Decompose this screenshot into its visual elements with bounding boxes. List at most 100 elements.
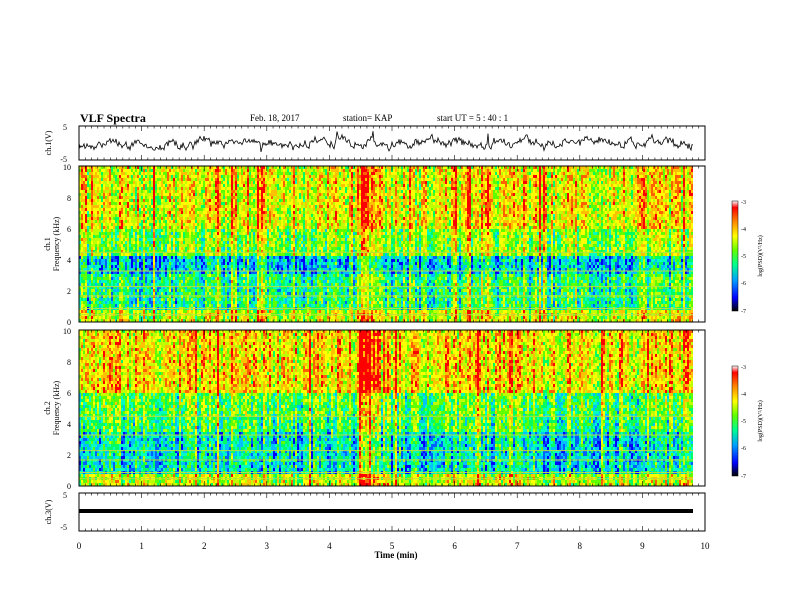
spectrogram-cell <box>229 208 232 212</box>
spectrogram-cell <box>165 259 168 263</box>
spectrogram-cell <box>165 217 168 221</box>
spectrogram-cell <box>225 319 228 323</box>
spectrogram-cell <box>263 292 266 296</box>
spectrogram-cell <box>141 208 144 212</box>
spectrogram-cell <box>107 268 110 272</box>
spectrogram-cell <box>101 196 104 200</box>
spectrogram-cell <box>103 289 106 293</box>
spectrogram-cell <box>203 184 206 188</box>
spectrogram-cell <box>167 250 170 254</box>
spectrogram-cell <box>247 271 250 275</box>
spectrogram-cell <box>183 214 186 218</box>
spectrogram-cell <box>237 196 240 200</box>
spectrogram-cell <box>127 304 130 308</box>
spectrogram-cell <box>259 211 262 215</box>
spectrogram-cell <box>137 241 140 245</box>
spectrogram-cell <box>141 187 144 191</box>
spectrogram-cell <box>167 319 170 323</box>
spectrogram-cell <box>205 280 208 284</box>
spectrogram-cell <box>115 193 118 197</box>
spectrogram-cell <box>133 289 136 293</box>
spectrogram-cell <box>89 202 92 206</box>
spectrogram-cell <box>99 184 102 188</box>
spectrogram-cell <box>265 298 268 302</box>
spectrogram-cell <box>239 265 242 269</box>
spectrogram-cell <box>95 235 98 239</box>
spectrogram-cell <box>221 172 224 176</box>
spectrogram-cell <box>253 220 256 224</box>
spectrogram-cell <box>101 184 104 188</box>
spectrogram-cell <box>189 256 192 260</box>
spectrogram-cell <box>263 184 266 188</box>
spectrogram-cell <box>163 238 166 242</box>
spectrogram-cell <box>253 298 256 302</box>
spectrogram-cell <box>229 295 232 299</box>
spectrogram-cell <box>249 193 252 197</box>
spectrogram-cell <box>101 319 104 323</box>
spectrogram-cell <box>225 238 228 242</box>
spectrogram-cell <box>105 280 108 284</box>
spectrogram-cell <box>211 262 214 266</box>
spectrogram-cell <box>195 280 198 284</box>
spectrogram-cell <box>89 259 92 263</box>
spectrogram-cell <box>259 184 262 188</box>
spectrogram-cell <box>153 217 156 221</box>
spectrogram-cell <box>205 268 208 272</box>
spectrogram-cell <box>163 277 166 281</box>
spectrogram-cell <box>191 298 194 302</box>
spectrogram-cell <box>81 184 84 188</box>
spectrogram-cell <box>239 304 242 308</box>
spectrogram-cell <box>247 190 250 194</box>
spectrogram-cell <box>169 208 172 212</box>
spectrogram-cell <box>185 298 188 302</box>
spectrogram-cell <box>147 301 150 305</box>
spectrogram-cell <box>215 247 218 251</box>
spectrogram-cell <box>187 289 190 293</box>
spectrogram-cell <box>245 184 248 188</box>
spectrogram-cell <box>161 304 164 308</box>
spectrogram-cell <box>261 235 264 239</box>
spectrogram-cell <box>217 253 220 257</box>
spectrogram-cell <box>209 202 212 206</box>
spectrogram-cell <box>145 286 148 290</box>
spectrogram-cell <box>161 283 164 287</box>
spectrogram-cell <box>235 298 238 302</box>
spectrogram-cell <box>131 286 134 290</box>
spectrogram-cell <box>185 292 188 296</box>
spectrogram-cell <box>85 292 88 296</box>
spectrogram-cell <box>97 256 100 260</box>
spectrogram-cell <box>233 277 236 281</box>
spectrogram-cell <box>173 229 176 233</box>
spectrogram-cell <box>129 196 132 200</box>
spectrogram-cell <box>191 310 194 314</box>
spectrogram-cell <box>209 271 212 275</box>
spectrogram-cell <box>241 271 244 275</box>
spectrogram-cell <box>209 280 212 284</box>
spectrogram-cell <box>135 277 138 281</box>
spectrogram-cell <box>157 298 160 302</box>
spectrogram-cell <box>121 172 124 176</box>
spectrogram-cell <box>187 301 190 305</box>
spectrogram-cell <box>185 202 188 206</box>
spectrogram-cell <box>195 175 198 179</box>
spectrogram-cell <box>123 196 126 200</box>
spectrogram-cell <box>237 205 240 209</box>
spectrogram-cell <box>225 262 228 266</box>
spectrogram-cell <box>263 178 266 182</box>
spectrogram-cell <box>125 295 128 299</box>
spectrogram-cell <box>103 184 106 188</box>
spectrogram-cell <box>169 217 172 221</box>
spectrogram-cell <box>149 205 152 209</box>
spectrogram-cell <box>207 220 210 224</box>
spectrogram-cell <box>179 280 182 284</box>
spectrogram-cell <box>243 232 246 236</box>
spectrogram-cell <box>219 265 222 269</box>
spectrogram-cell <box>157 175 160 179</box>
spectrogram-cell <box>131 247 134 251</box>
spectrogram-cell <box>151 247 154 251</box>
spectrogram-cell <box>217 238 220 242</box>
spectrogram-cell <box>127 295 130 299</box>
spectrogram-cell <box>197 184 200 188</box>
spectrogram-cell <box>127 178 130 182</box>
spectrogram-cell <box>173 217 176 221</box>
